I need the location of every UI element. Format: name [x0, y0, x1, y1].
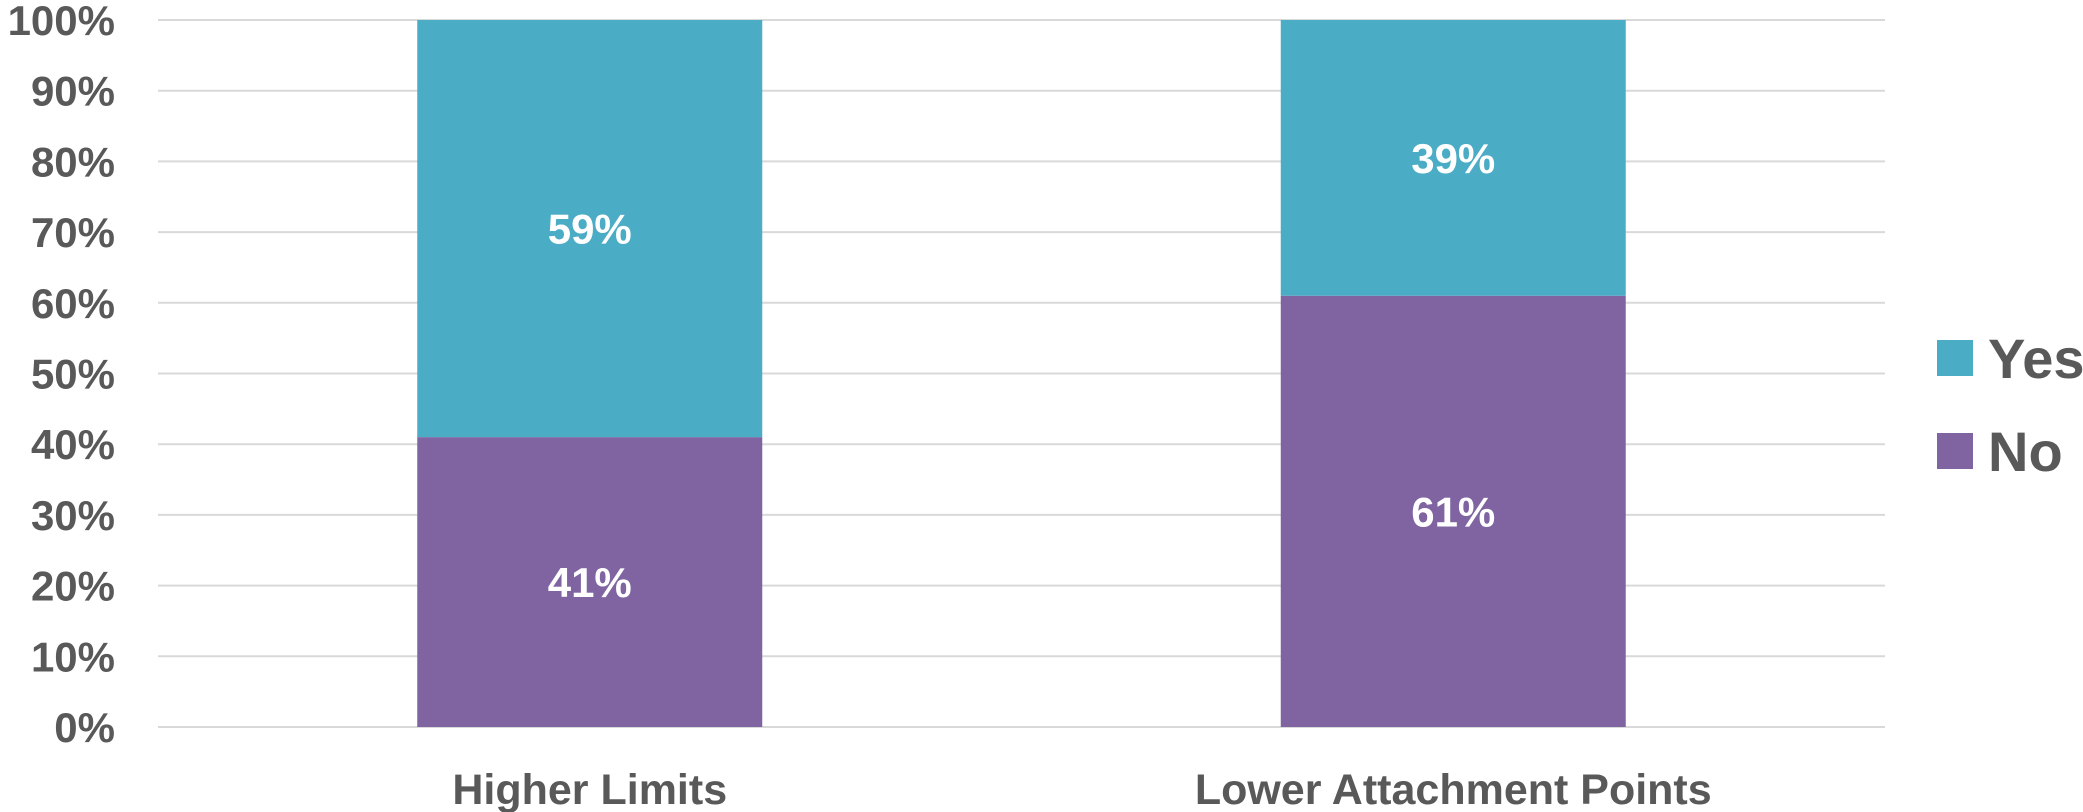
y-tick-label: 80%: [31, 138, 115, 185]
gridlines: [158, 19, 1885, 728]
bar-yes-1: [1280, 20, 1626, 296]
legend-swatch-yes: [1937, 340, 1973, 376]
data-label: 41%: [548, 559, 632, 606]
legend-label-no: No: [1988, 420, 2063, 483]
x-axis: Higher Limits Lower Attachment Points: [452, 766, 1711, 812]
y-tick-label: 60%: [31, 280, 115, 327]
y-tick-label: 40%: [31, 421, 115, 468]
bar-no-0: [417, 437, 763, 727]
y-tick-label: 20%: [31, 563, 115, 610]
data-label: 59%: [548, 206, 632, 253]
y-tick-label: 50%: [31, 351, 115, 398]
y-tick-label: 30%: [31, 492, 115, 539]
x-category-label: Lower Attachment Points: [1195, 766, 1712, 812]
y-tick-label: 70%: [31, 209, 115, 256]
data-label: 39%: [1411, 135, 1495, 182]
x-category-label: Higher Limits: [452, 766, 727, 812]
y-tick-label: 100%: [8, 0, 115, 44]
bars: 41% 59% 61% 39%: [417, 20, 1626, 727]
y-axis: 0% 10% 20% 30% 40% 50% 60% 70% 80% 90% 100%: [8, 0, 115, 751]
y-tick-label: 90%: [31, 68, 115, 115]
y-tick-label: 0%: [54, 704, 115, 751]
data-label: 61%: [1411, 488, 1495, 535]
y-tick-label: 10%: [31, 633, 115, 680]
legend-swatch-no: [1937, 433, 1973, 469]
legend-label-yes: Yes: [1988, 327, 2083, 390]
legend: Yes No: [1937, 327, 2083, 483]
bar-no-1: [1280, 295, 1626, 727]
bar-yes-0: [417, 20, 763, 438]
